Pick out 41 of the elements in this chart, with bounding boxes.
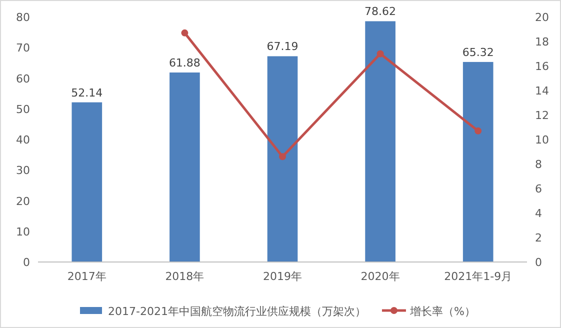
y-tick-label: 0 xyxy=(23,256,30,269)
x-tick-label: 2019年 xyxy=(263,270,302,283)
y2-tick-label: 14 xyxy=(535,84,549,98)
bar xyxy=(267,56,298,262)
y-tick-label: 40 xyxy=(16,134,30,146)
y-tick-label: 50 xyxy=(16,102,30,116)
y2-tick-label: 6 xyxy=(535,182,542,196)
y-tick-label: 60 xyxy=(16,72,30,86)
bar xyxy=(170,72,200,262)
x-tick-label: 2017年 xyxy=(67,270,106,283)
point xyxy=(279,153,286,160)
y2-tick-label: 2 xyxy=(535,232,542,244)
x-tick-label: 2018年 xyxy=(165,270,204,283)
y2-tick-label: 0 xyxy=(535,256,542,269)
y2-tick-label: 20 xyxy=(535,11,549,24)
y-tick-label: 70 xyxy=(16,42,30,55)
point xyxy=(181,29,188,36)
y2-tick-label: 18 xyxy=(535,36,549,48)
legend-label: 2017-2021年中国航空物流行业供应规模（万架次） xyxy=(108,305,366,318)
y2-tick-label: 8 xyxy=(535,158,542,171)
bar xyxy=(365,21,396,262)
y2-tick-label: 16 xyxy=(535,60,549,73)
data-label: 52.14 xyxy=(71,86,103,100)
y2-tick-label: 10 xyxy=(535,134,549,146)
point xyxy=(376,50,384,58)
x-tick-label: 2020年 xyxy=(360,270,400,283)
data-label: 78.62 xyxy=(364,5,396,18)
bar xyxy=(72,102,102,262)
data-label: 61.88 xyxy=(168,56,200,70)
y-tick-label: 10 xyxy=(16,225,30,238)
bar xyxy=(462,62,494,262)
y2-tick-label: 4 xyxy=(535,207,542,220)
y-tick-label: 20 xyxy=(16,194,30,208)
y-tick-label: 80 xyxy=(16,11,30,24)
y-tick-label: 30 xyxy=(16,164,30,178)
legend-label: 增长率（%） xyxy=(408,305,476,318)
point xyxy=(474,127,482,134)
x-tick-label: 2021年1-9月 xyxy=(444,270,512,283)
y2-tick-label: 12 xyxy=(535,109,549,122)
data-label: 67.19 xyxy=(266,40,298,54)
data-label: 65.32 xyxy=(462,46,494,59)
